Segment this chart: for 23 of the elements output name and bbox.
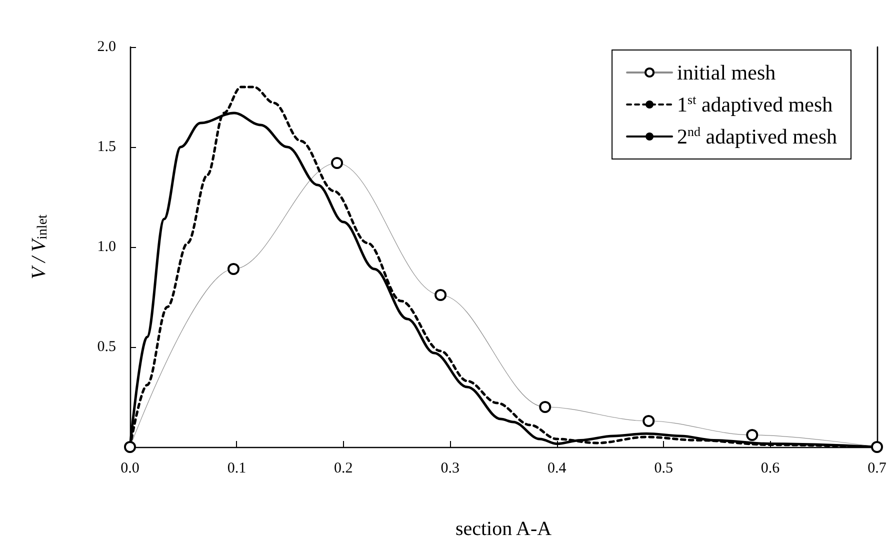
- point: [434, 289, 447, 301]
- point: [124, 441, 136, 453]
- x-tick-label: 0.7: [868, 460, 887, 476]
- x-tick-label: 0.4: [547, 460, 567, 476]
- point: [642, 415, 655, 427]
- x-tick-label: 0.1: [227, 460, 246, 476]
- x-tick-label: 0.0: [120, 460, 140, 476]
- y-axis-title: V / Vinlet: [28, 214, 50, 280]
- x-tick-label: 0.6: [760, 460, 780, 476]
- point: [228, 263, 240, 275]
- x-tick-label: 0.3: [440, 460, 460, 476]
- x-tick-label: 0.5: [654, 460, 673, 476]
- y-tick-label: 2.0: [97, 39, 116, 55]
- x-axis-title: section A-A: [455, 518, 552, 540]
- point: [871, 441, 883, 453]
- x-tick-label: 0.2: [334, 460, 353, 476]
- legend-label: initial mesh: [677, 60, 776, 84]
- y-tick-label: 1.0: [97, 239, 116, 255]
- y-tick-label: 1.5: [97, 139, 116, 155]
- point: [539, 401, 552, 413]
- point: [331, 157, 344, 169]
- y-tick-label: 0.5: [97, 339, 116, 355]
- point: [746, 429, 758, 441]
